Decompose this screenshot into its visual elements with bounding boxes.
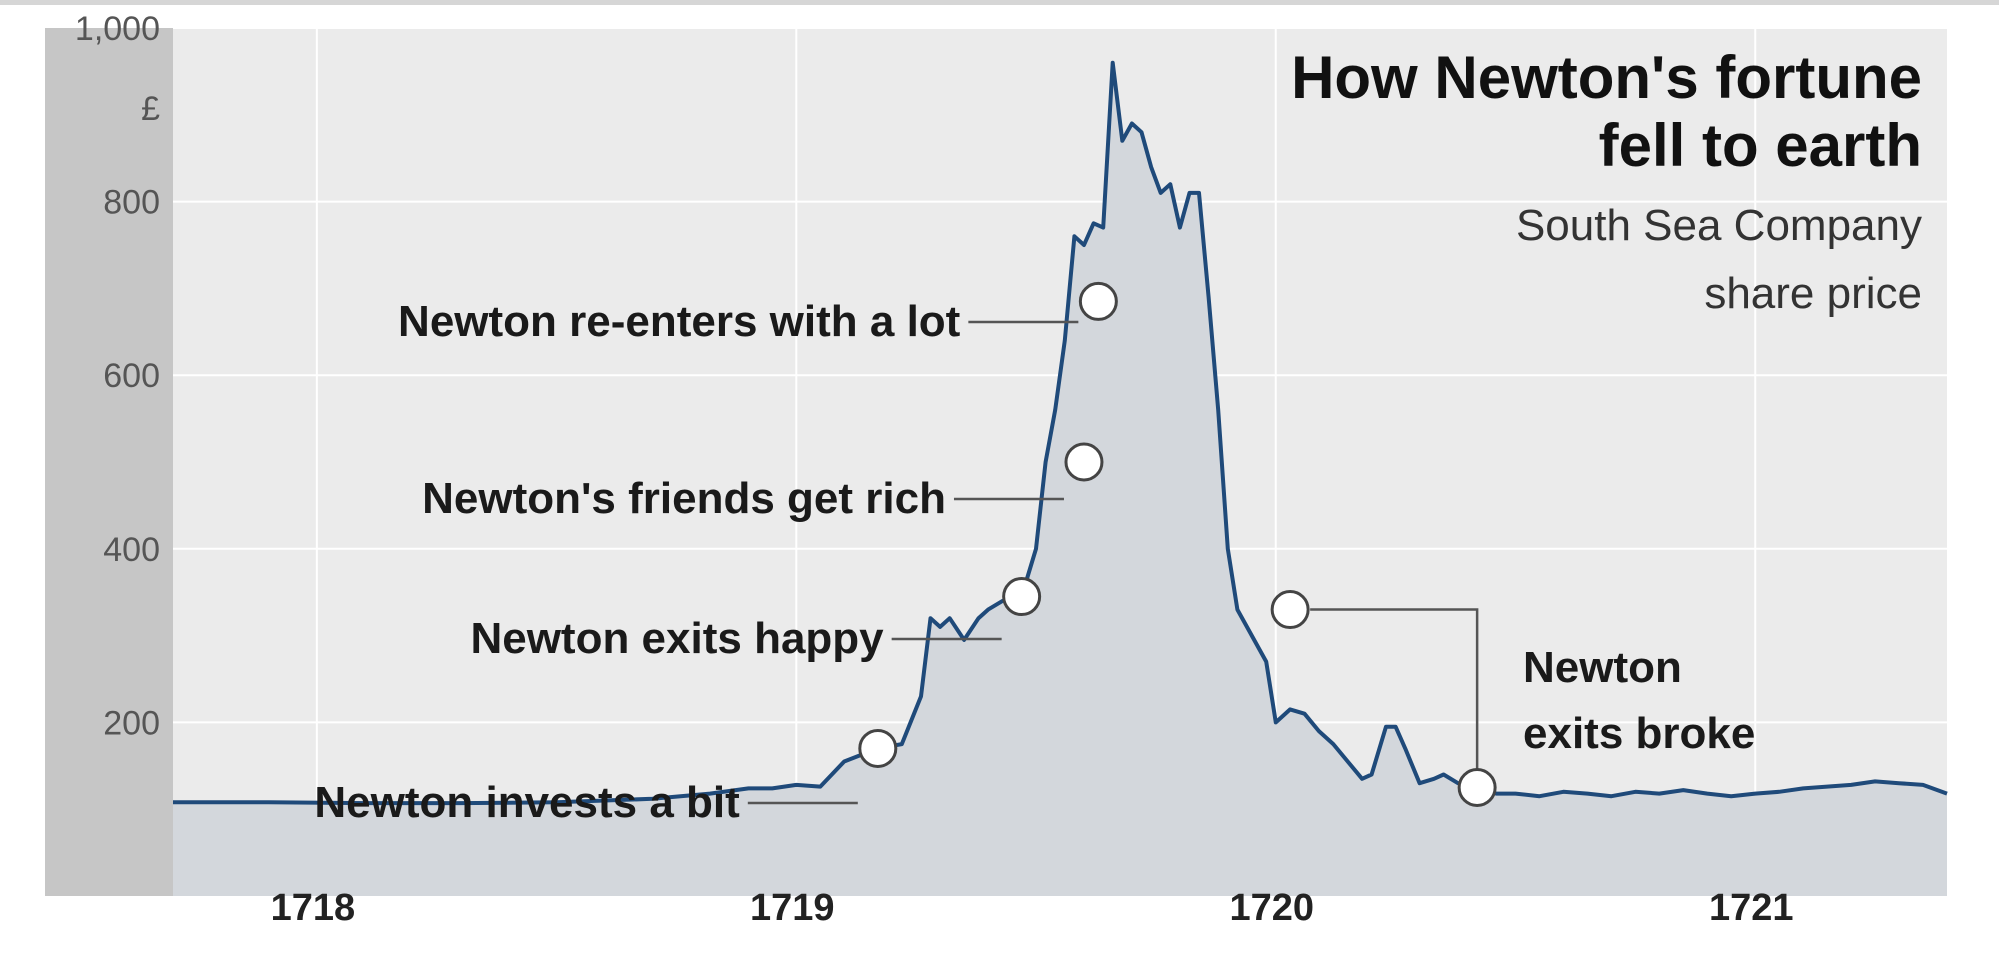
chart-subtitle-line: share price (1704, 269, 1922, 318)
x-tick-label: 1720 (1229, 887, 1314, 929)
annotation-marker (858, 728, 898, 768)
annotation-label: Newton's friends get rich (422, 474, 946, 523)
y-tick-labels: 200 400 600 800 1,000 (75, 10, 160, 742)
chart-title-line: fell to earth (1599, 112, 1922, 179)
y-tick-label: 1,000 (75, 10, 160, 48)
y-axis-band (45, 28, 173, 896)
annotation-label: Newton (1523, 643, 1682, 692)
annotation-label: Newton exits happy (470, 614, 884, 663)
y-tick-label: 400 (103, 531, 160, 569)
top-divider (0, 0, 1999, 5)
annotation-marker (1064, 442, 1104, 482)
annotation-marker (1078, 281, 1118, 321)
annotation-marker (1002, 577, 1042, 617)
annotations: Newton invests a bit Newton exits happy Ne… (314, 281, 1755, 827)
x-tick-label: 1721 (1709, 887, 1794, 929)
x-tick-label: 1719 (750, 887, 835, 929)
price-area (173, 62, 1947, 896)
annotation-label: Newton re-enters with a lot (398, 297, 961, 346)
y-tick-label: 800 (103, 184, 160, 222)
x-tick-label: 1718 (271, 887, 356, 929)
y-tick-label: 600 (103, 357, 160, 395)
price-line (173, 60, 1948, 806)
y-tick-label: 200 (103, 704, 160, 742)
chart-subtitle: South Sea Company share price (1516, 201, 1922, 318)
annotation-marker (1457, 768, 1497, 807)
y-axis-unit: £ (141, 90, 160, 128)
chart-title-line: How Newton's fortune (1291, 44, 1922, 111)
annotation-label: exits broke (1523, 709, 1755, 758)
annotation-marker (1270, 590, 1310, 630)
x-tick-labels: 1718 1719 1720 1721 (271, 887, 1794, 929)
chart-subtitle-line: South Sea Company (1516, 201, 1922, 250)
annotation-label: Newton invests a bit (314, 778, 740, 827)
annotation-leader (1310, 608, 1479, 770)
